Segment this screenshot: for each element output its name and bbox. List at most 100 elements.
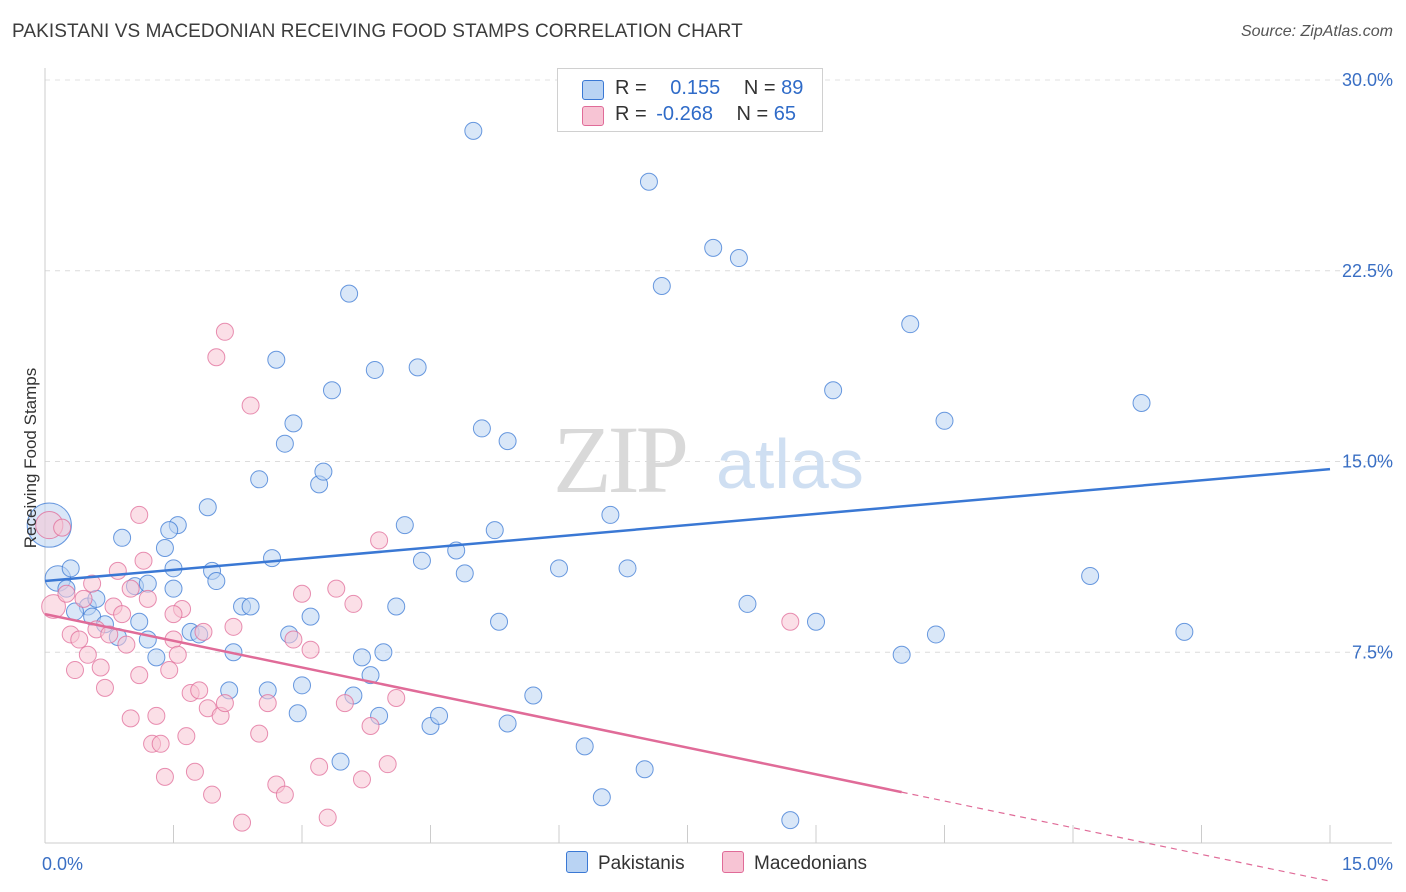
- point-pakistanis: [412, 551, 431, 570]
- point-pakistanis: [361, 666, 380, 685]
- point-pakistanis: [704, 238, 723, 257]
- chart-title: PAKISTANI VS MACEDONIAN RECEIVING FOOD S…: [12, 21, 743, 42]
- point-macedonians: [53, 518, 72, 537]
- watermark: ZIP atlas: [553, 406, 864, 513]
- point-pakistanis: [331, 752, 350, 771]
- point-macedonians: [335, 694, 354, 713]
- tick-labels: 7.5% 15.0% 22.5% 30.0% 0.0% 15.0%: [42, 70, 1393, 874]
- point-macedonians: [250, 724, 269, 743]
- point-pakistanis: [652, 277, 671, 296]
- point-macedonians: [130, 666, 149, 685]
- point-macedonians: [275, 785, 294, 804]
- point-macedonians: [113, 605, 132, 624]
- point-macedonians: [310, 757, 329, 776]
- y-tick-label: 22.5%: [1342, 261, 1393, 281]
- point-pakistanis: [314, 462, 333, 481]
- point-pakistanis: [250, 470, 269, 489]
- trend-line-macedonians: [44, 612, 902, 794]
- axes: [44, 68, 1392, 844]
- bottom-legend-pakistanis: Pakistanis: [566, 851, 685, 875]
- point-macedonians: [177, 727, 196, 746]
- point-macedonians: [378, 755, 397, 774]
- point-macedonians: [78, 645, 97, 664]
- point-pakistanis: [164, 579, 183, 598]
- point-pakistanis: [901, 315, 920, 334]
- point-macedonians: [83, 574, 102, 593]
- legend-r-value: 0.155: [670, 77, 721, 99]
- point-macedonians: [293, 584, 311, 603]
- point-macedonians: [155, 767, 174, 786]
- point-macedonians: [344, 594, 363, 613]
- point-pakistanis: [781, 811, 800, 830]
- legend-r-label: R =: [615, 77, 653, 99]
- point-macedonians: [387, 689, 406, 708]
- point-macedonians: [190, 681, 209, 700]
- legend-n-label: N =: [743, 77, 782, 99]
- point-pakistanis: [1132, 394, 1151, 413]
- point-pakistanis: [155, 538, 174, 557]
- point-macedonians: [65, 661, 84, 680]
- point-macedonians: [108, 561, 127, 580]
- legend-swatch-pakistanis: [582, 80, 604, 100]
- point-pakistanis: [130, 612, 149, 631]
- point-pakistanis: [1081, 566, 1100, 585]
- point-pakistanis: [472, 419, 491, 438]
- point-pakistanis: [284, 414, 303, 433]
- point-pakistanis: [430, 706, 449, 725]
- point-macedonians: [41, 594, 66, 619]
- legend-swatch-macedonians: [582, 106, 604, 126]
- point-pakistanis: [207, 572, 226, 591]
- point-pakistanis: [160, 521, 179, 540]
- point-pakistanis: [575, 737, 594, 756]
- point-macedonians: [370, 531, 389, 550]
- point-macedonians: [215, 322, 234, 341]
- point-macedonians: [100, 625, 119, 644]
- bottom-legend-label: Macedonians: [754, 853, 868, 874]
- point-pakistanis: [340, 284, 359, 303]
- point-macedonians: [168, 645, 187, 664]
- point-pakistanis: [485, 521, 504, 540]
- point-pakistanis: [618, 559, 637, 578]
- data-points: [26, 121, 1194, 832]
- point-pakistanis: [490, 612, 509, 631]
- point-pakistanis: [293, 676, 311, 695]
- x-tick-label: 15.0%: [1342, 854, 1393, 874]
- point-pakistanis: [263, 549, 282, 568]
- point-macedonians: [215, 694, 234, 713]
- point-pakistanis: [926, 625, 945, 644]
- point-pakistanis: [729, 249, 748, 268]
- point-macedonians: [352, 770, 371, 789]
- point-pakistanis: [498, 714, 517, 733]
- point-pakistanis: [61, 559, 80, 578]
- point-pakistanis: [147, 648, 166, 667]
- point-pakistanis: [322, 381, 341, 400]
- point-macedonians: [151, 734, 170, 753]
- point-macedonians: [318, 808, 337, 827]
- point-pakistanis: [288, 704, 307, 723]
- point-pakistanis: [601, 505, 620, 524]
- point-macedonians: [117, 635, 136, 654]
- point-macedonians: [164, 605, 183, 624]
- point-macedonians: [781, 612, 800, 631]
- point-macedonians: [361, 717, 380, 736]
- point-macedonians: [70, 630, 89, 649]
- point-pakistanis: [275, 434, 294, 453]
- legend-n-value: 89: [781, 77, 804, 99]
- point-pakistanis: [138, 574, 157, 593]
- point-pakistanis: [498, 432, 517, 451]
- point-macedonians: [74, 589, 93, 608]
- point-pakistanis: [198, 498, 217, 517]
- point-pakistanis: [635, 760, 654, 779]
- y-tick-label: 7.5%: [1352, 642, 1393, 662]
- point-macedonians: [241, 396, 260, 415]
- point-macedonians: [130, 505, 149, 524]
- point-pakistanis: [639, 172, 658, 191]
- point-macedonians: [185, 762, 204, 781]
- bottom-legend-label: Pakistanis: [598, 853, 685, 874]
- point-pakistanis: [464, 121, 483, 140]
- y-axis-label: Receiving Food Stamps: [21, 368, 40, 548]
- point-macedonians: [284, 630, 303, 649]
- x-tick-label: 0.0%: [42, 854, 83, 874]
- point-pakistanis: [592, 788, 611, 807]
